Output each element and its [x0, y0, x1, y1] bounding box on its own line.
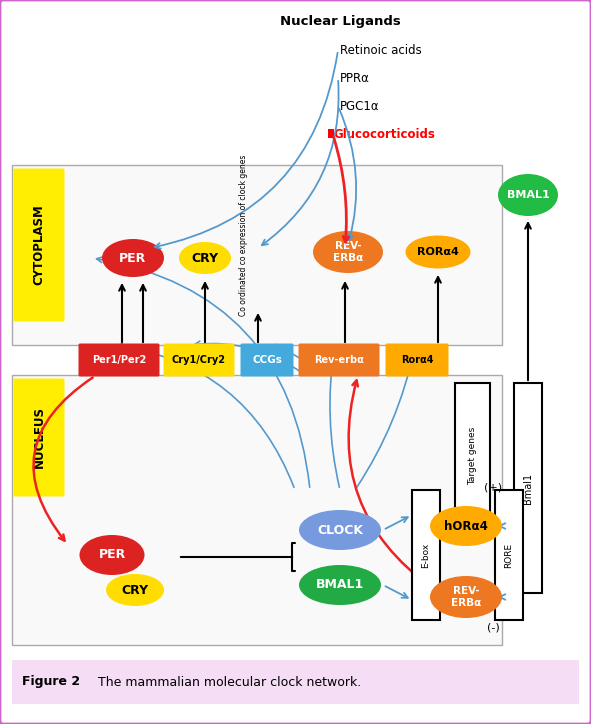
- Text: Rev-erbα: Rev-erbα: [314, 355, 364, 365]
- Text: (-): (-): [486, 622, 499, 632]
- Text: CRY: CRY: [121, 584, 148, 597]
- FancyBboxPatch shape: [14, 169, 64, 321]
- Bar: [514, 383, 542, 593]
- Bar: [412, 490, 440, 620]
- Text: BMAL1: BMAL1: [506, 190, 550, 200]
- Text: CLOCK: CLOCK: [317, 523, 363, 536]
- FancyBboxPatch shape: [14, 379, 64, 497]
- Text: CYTOPLASM: CYTOPLASM: [33, 205, 46, 285]
- Text: PER: PER: [98, 549, 126, 562]
- Ellipse shape: [430, 576, 502, 618]
- Text: Rorα4: Rorα4: [401, 355, 433, 365]
- Text: The mammalian molecular clock network.: The mammalian molecular clock network.: [90, 675, 361, 689]
- Text: Retinoic acids: Retinoic acids: [340, 43, 422, 56]
- Text: Bmal1: Bmal1: [523, 473, 533, 504]
- Text: Per1/Per2: Per1/Per2: [92, 355, 146, 365]
- Text: Nuclear Ligands: Nuclear Ligands: [280, 15, 400, 28]
- Ellipse shape: [405, 235, 470, 269]
- FancyBboxPatch shape: [385, 343, 449, 376]
- Ellipse shape: [430, 506, 502, 546]
- Text: REV-
ERBα: REV- ERBα: [333, 241, 363, 263]
- Bar: [328, 129, 334, 138]
- Text: PGC1α: PGC1α: [340, 99, 379, 112]
- Text: CCGs: CCGs: [252, 355, 282, 365]
- Ellipse shape: [498, 174, 558, 216]
- Ellipse shape: [102, 239, 164, 277]
- FancyBboxPatch shape: [241, 343, 294, 376]
- FancyBboxPatch shape: [298, 343, 379, 376]
- Text: BMAL1: BMAL1: [316, 578, 364, 592]
- Text: RORα4: RORα4: [417, 247, 459, 257]
- Bar: [455, 383, 490, 528]
- Text: CRY: CRY: [191, 251, 219, 264]
- Text: Target genes: Target genes: [468, 426, 477, 484]
- Text: REV-
ERBα: REV- ERBα: [451, 586, 481, 608]
- Ellipse shape: [179, 242, 231, 274]
- Ellipse shape: [313, 231, 383, 273]
- Ellipse shape: [106, 574, 164, 606]
- Text: NUCLEUS: NUCLEUS: [33, 406, 46, 468]
- Ellipse shape: [80, 535, 145, 575]
- Text: PPRα: PPRα: [340, 72, 370, 85]
- Bar: [495, 490, 523, 620]
- Bar: [12, 165, 502, 345]
- FancyBboxPatch shape: [79, 343, 160, 376]
- Bar: [12, 375, 502, 645]
- Text: Glucocorticoids: Glucocorticoids: [333, 128, 435, 141]
- Text: hORα4: hORα4: [444, 520, 488, 532]
- Ellipse shape: [299, 565, 381, 605]
- Text: Cry1/Cry2: Cry1/Cry2: [172, 355, 226, 365]
- Text: Figure 2: Figure 2: [22, 675, 80, 689]
- Text: Co ordinated co expression of clock genes: Co ordinated co expression of clock gene…: [239, 154, 248, 316]
- Text: E-box: E-box: [421, 542, 430, 568]
- FancyBboxPatch shape: [12, 660, 579, 704]
- Ellipse shape: [299, 510, 381, 550]
- Text: PER: PER: [119, 251, 147, 264]
- FancyBboxPatch shape: [164, 343, 235, 376]
- Text: RORE: RORE: [505, 542, 514, 568]
- Text: (+): (+): [484, 483, 502, 493]
